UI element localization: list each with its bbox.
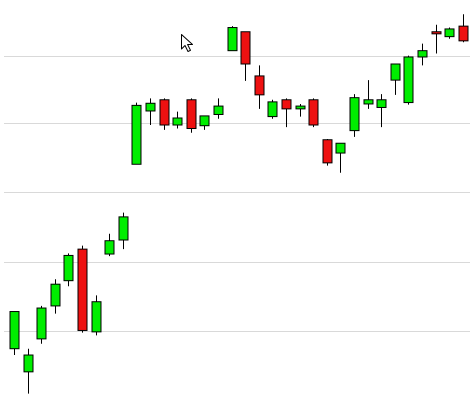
candle <box>254 65 265 109</box>
candle <box>349 94 360 137</box>
candle-body-down <box>431 31 442 35</box>
candle-body-up <box>335 142 346 154</box>
candle <box>50 279 61 314</box>
candle <box>77 245 88 333</box>
candle <box>104 233 115 257</box>
candle-body-up <box>9 311 20 350</box>
candle-body-up <box>23 354 34 373</box>
candle-body-up <box>213 105 224 115</box>
candle-body-up <box>444 28 455 38</box>
mouse-pointer-icon <box>181 34 193 52</box>
candle <box>444 27 455 39</box>
candle <box>322 139 333 166</box>
candle <box>159 98 170 130</box>
gridlines <box>4 56 470 332</box>
candle <box>63 253 74 287</box>
candle-body-up <box>199 115 210 127</box>
candle <box>390 63 401 95</box>
candle <box>431 24 442 54</box>
mouse-cursor <box>181 34 193 52</box>
candle-body-up <box>104 240 115 255</box>
candle-body-down <box>458 25 469 42</box>
candle <box>91 295 102 336</box>
candle <box>458 14 469 43</box>
candle-body-up <box>417 50 428 58</box>
candle-body-down <box>281 99 292 110</box>
candle <box>172 111 183 129</box>
candle-body-up <box>295 105 306 110</box>
candle-body-up <box>267 101 278 118</box>
candle-body-up <box>390 63 401 81</box>
candle <box>199 115 210 130</box>
candles <box>9 14 469 394</box>
candle <box>363 80 374 109</box>
candle-body-down <box>77 248 88 331</box>
candle-body-up <box>349 97 360 132</box>
candle-body-up <box>376 99 387 108</box>
candle <box>267 99 278 119</box>
candle-body-down <box>308 99 319 126</box>
candle-body-up <box>363 99 374 105</box>
candle <box>308 98 319 128</box>
candle <box>281 98 292 128</box>
candle <box>9 311 20 356</box>
candle-body-down <box>186 99 197 130</box>
candle-body-up <box>50 283 61 307</box>
candle <box>36 305 47 344</box>
candle <box>295 103 306 117</box>
candle <box>186 98 197 133</box>
candle <box>118 212 129 250</box>
candle-body-down <box>240 31 251 65</box>
candle <box>227 26 238 52</box>
candle <box>23 348 34 394</box>
candle-body-down <box>254 75 265 96</box>
candle-body-up <box>63 254 74 282</box>
candle <box>403 55 414 105</box>
candle <box>131 102 142 165</box>
candle-body-down <box>322 139 333 164</box>
candle-body-up <box>403 56 414 104</box>
candle <box>335 142 346 173</box>
candle <box>376 94 387 128</box>
candle <box>213 98 224 119</box>
candle-body-down <box>159 99 170 126</box>
candle-body-up <box>227 27 238 52</box>
candle-body-up <box>36 307 47 340</box>
candle <box>417 43 428 66</box>
candle-body-up <box>118 216 129 241</box>
candle <box>240 31 251 81</box>
candle-body-up <box>91 301 102 333</box>
candle-body-up <box>131 104 142 165</box>
candle-body-up <box>172 117 183 126</box>
candle-body-up <box>145 102 156 112</box>
candle <box>145 98 156 126</box>
